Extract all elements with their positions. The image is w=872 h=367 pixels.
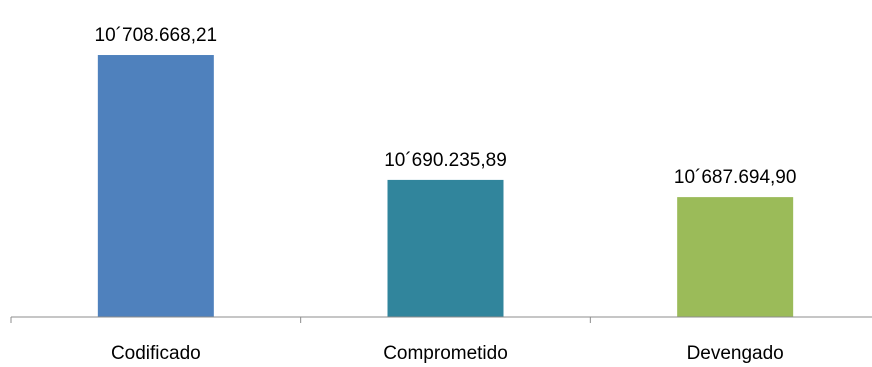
bar-comprometido	[387, 179, 504, 317]
category-label-devengado: Devengado	[687, 343, 784, 364]
data-label-codificado: 10´708.668,21	[95, 25, 218, 46]
value-labels-group: 10´708.668,21 10´690.235,89 10´687.694,90	[95, 25, 797, 188]
category-labels-group: Codificado Comprometido Devengado	[111, 343, 784, 364]
data-label-comprometido: 10´690.235,89	[384, 150, 507, 171]
bars-group	[97, 55, 794, 317]
bar-codificado	[97, 55, 214, 317]
category-label-comprometido: Comprometido	[383, 343, 508, 364]
category-label-codificado: Codificado	[111, 343, 201, 364]
bar-devengado	[677, 197, 794, 317]
data-label-devengado: 10´687.694,90	[674, 167, 797, 188]
x-axis-ticks	[10, 317, 591, 323]
